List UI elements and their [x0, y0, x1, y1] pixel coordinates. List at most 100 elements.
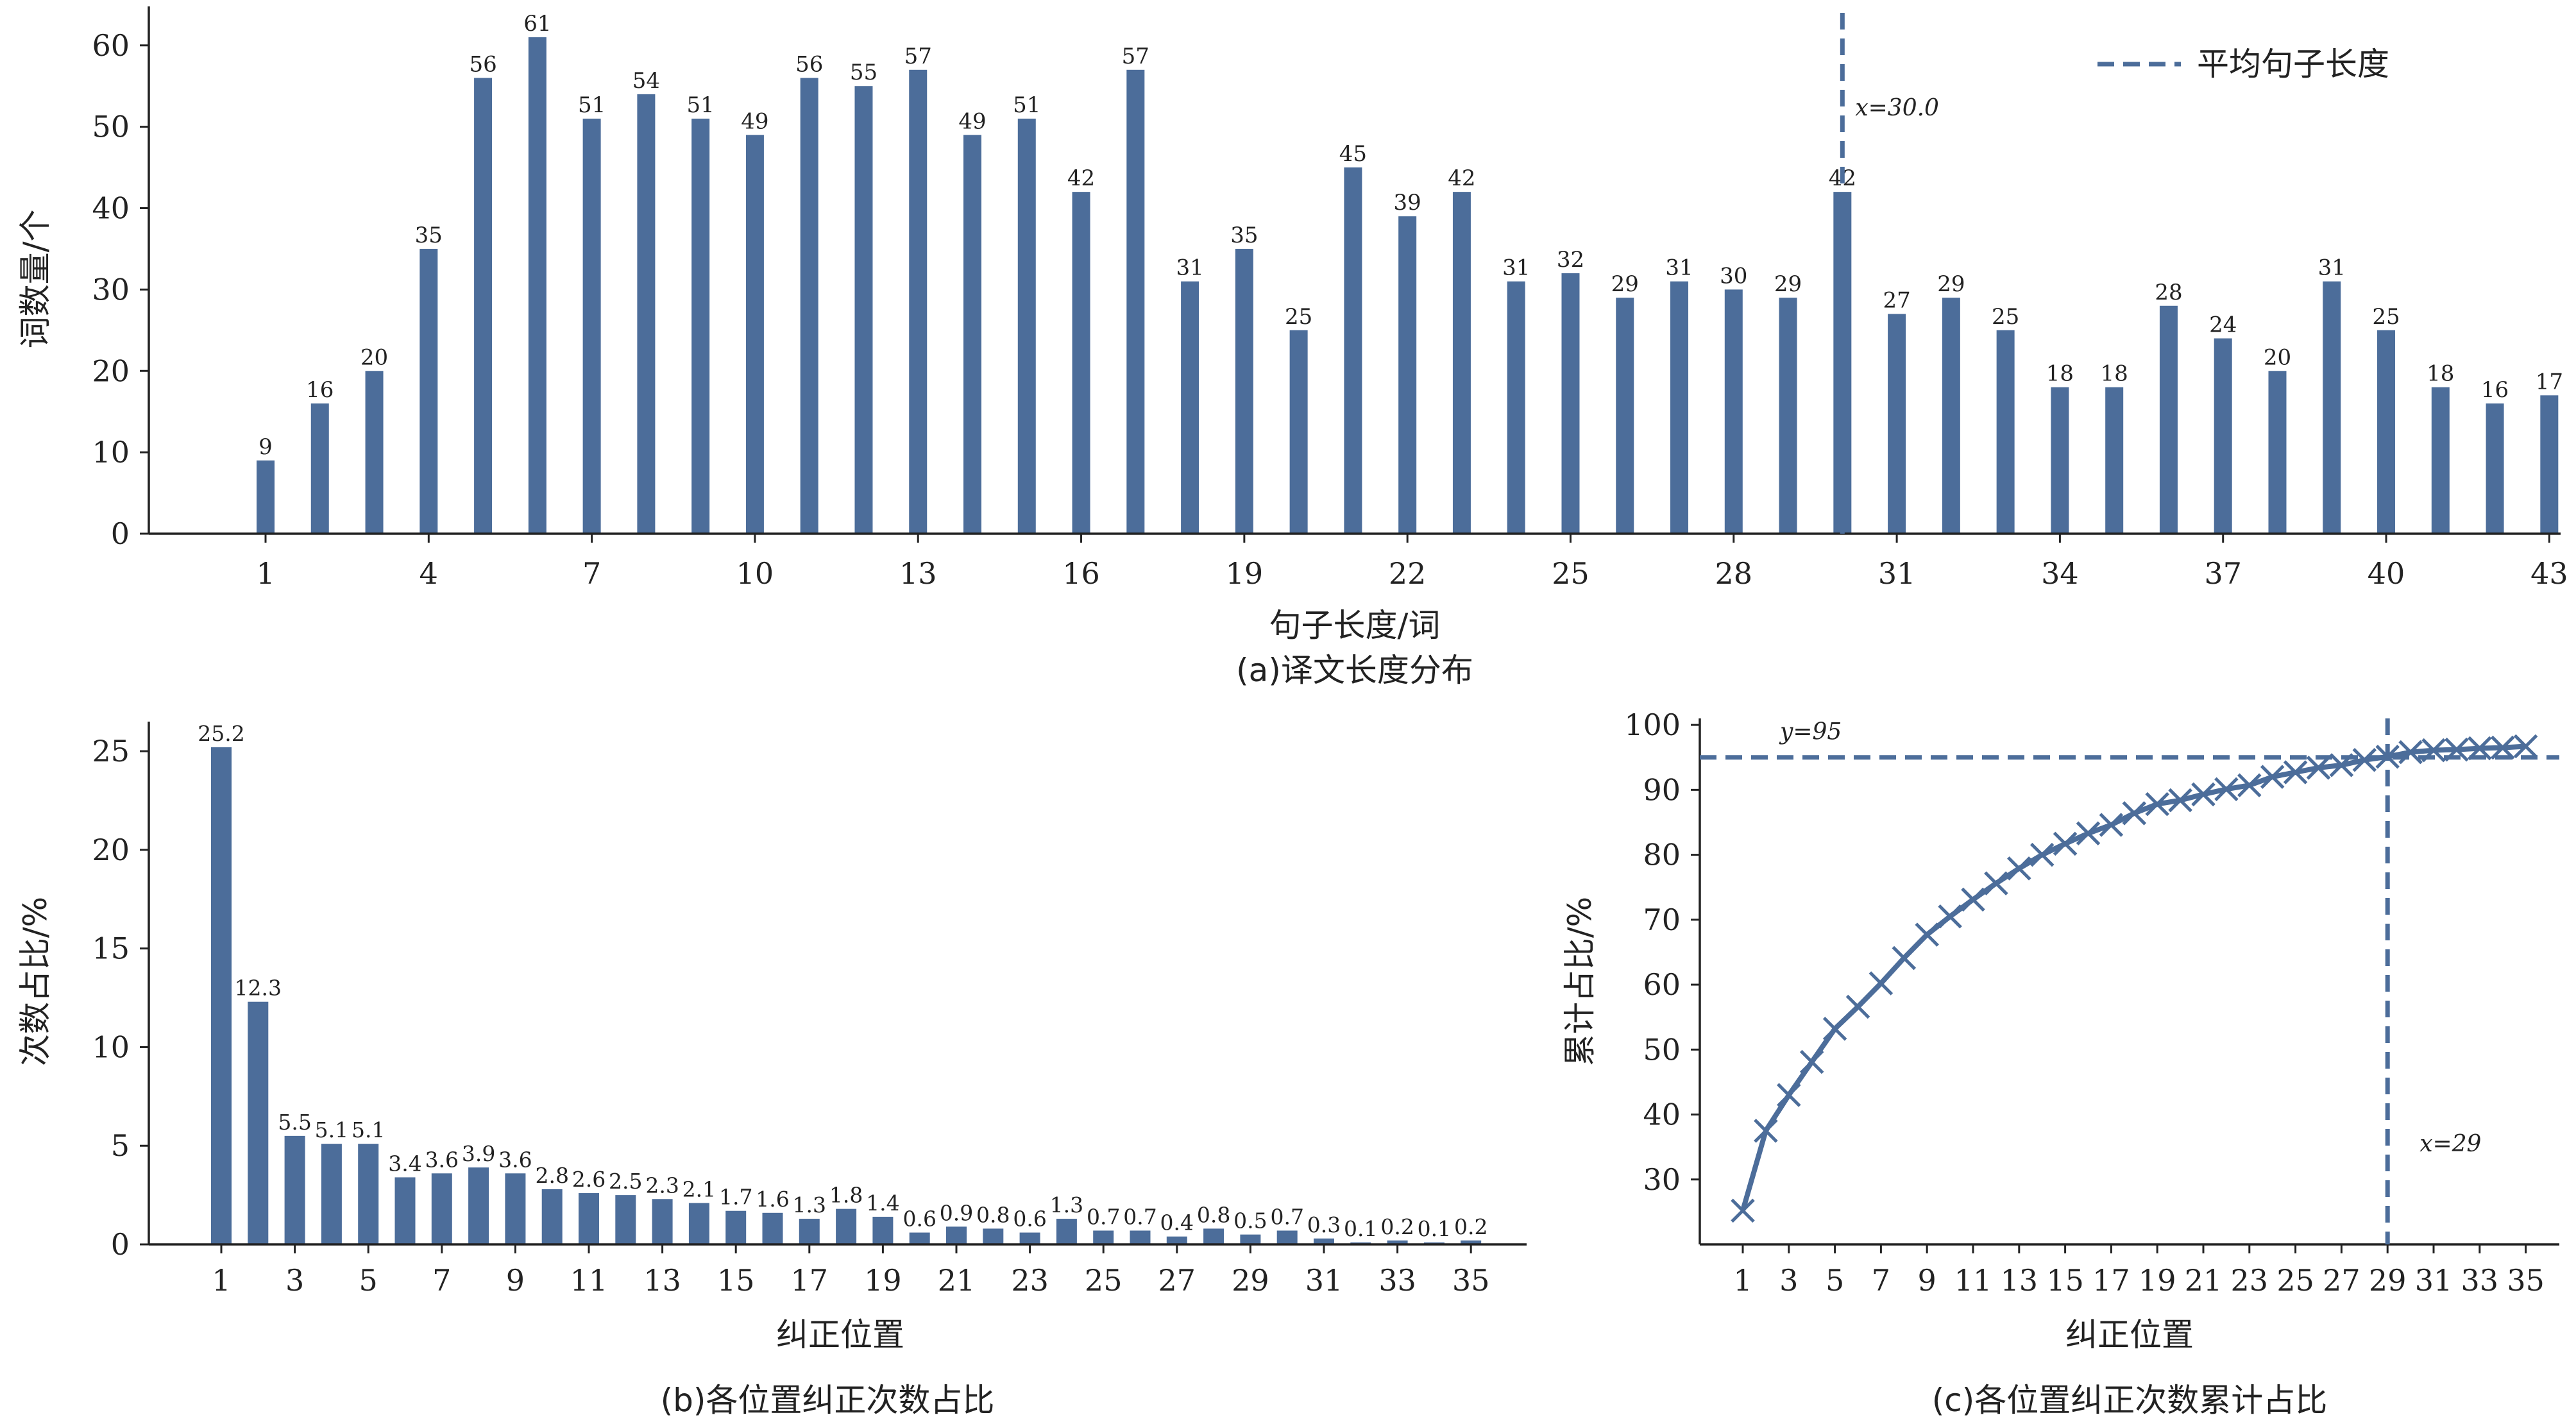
bar-label-b-27: 0.4: [1160, 1210, 1194, 1235]
bar-a-9: [691, 118, 710, 534]
bar-label-a-9: 51: [687, 92, 715, 118]
marker-c-19: [2145, 792, 2169, 817]
x-tick-label-c-17: 17: [2092, 1263, 2130, 1298]
marker-c-21: [2191, 782, 2216, 807]
panel-b-x-axis-title: 纠正位置: [776, 1316, 904, 1353]
panel-a-reference: x=30.0: [1840, 13, 1939, 534]
x-tick-label-c-35: 35: [2507, 1263, 2545, 1298]
bar-label-a-11: 56: [795, 52, 823, 78]
series-line-c: [1740, 743, 2526, 1212]
bar-label-b-16: 1.6: [756, 1187, 789, 1212]
y-tick-label-b-15: 15: [92, 931, 130, 966]
bar-a-18: [1181, 281, 1199, 534]
bar-b-35: [1461, 1240, 1482, 1244]
bar-label-a-1: 9: [258, 434, 273, 460]
y-tick-label-b-25: 25: [92, 734, 130, 768]
marker-c-8: [1892, 945, 1917, 971]
marker-c-31: [2421, 738, 2446, 763]
bar-label-b-3: 5.5: [278, 1110, 311, 1135]
bar-a-19: [1235, 248, 1253, 534]
panel-a-caption: (a)译文长度分布: [1236, 652, 1473, 689]
bar-label-a-26: 29: [1611, 271, 1639, 297]
bar-a-22: [1398, 216, 1417, 534]
panel-b-correction-position-share: 25.212.35.5 5.1 5.13.4 3.6 3.9 3.62.8 2.6 2.5 2.…: [17, 721, 1527, 1419]
panel-b-bars: [211, 747, 1482, 1244]
bar-label-b-1: 25.2: [198, 721, 244, 746]
panel-c-series: [1731, 734, 2538, 1223]
bar-label-a-37: 24: [2209, 312, 2237, 338]
marker-c-25: [2283, 760, 2308, 784]
bar-a-3: [365, 371, 384, 534]
bar-label-a-35: 18: [2101, 361, 2128, 387]
y-tick-label-c-70: 70: [1643, 903, 1681, 937]
bar-label-b-35: 0.2: [1454, 1214, 1487, 1239]
x-tick-label-b-1: 1: [212, 1263, 230, 1298]
bar-b-17: [799, 1219, 820, 1244]
bar-a-2: [310, 403, 329, 534]
y-tick-label-a-40: 40: [92, 191, 130, 226]
marker-c-26: [2306, 756, 2331, 780]
x-tick-label-a-43: 43: [2530, 556, 2568, 591]
bar-a-26: [1616, 298, 1634, 534]
x-tick-label-c-9: 9: [1918, 1263, 1936, 1298]
bar-label-a-2: 16: [306, 377, 334, 403]
marker-c-14: [2029, 842, 2055, 867]
x-tick-label-a-13: 13: [899, 556, 937, 591]
bar-label-a-28: 30: [1720, 263, 1747, 289]
y-tick-label-b-10: 10: [92, 1030, 130, 1064]
bar-b-33: [1387, 1240, 1408, 1244]
bar-a-39: [2323, 281, 2341, 534]
bar-a-23: [1452, 192, 1471, 534]
bar-b-19: [872, 1216, 894, 1244]
y-tick-label-a-20: 20: [92, 353, 130, 388]
bar-label-a-16: 42: [1067, 165, 1095, 191]
bar-b-10: [541, 1189, 563, 1244]
x-tick-label-c-25: 25: [2276, 1263, 2314, 1298]
marker-c-23: [2237, 773, 2262, 798]
bar-label-a-29: 29: [1774, 271, 1802, 297]
x-tick-label-b-9: 9: [506, 1263, 525, 1298]
bar-a-14: [963, 135, 982, 534]
x-tick-label-c-15: 15: [2046, 1263, 2084, 1298]
bar-label-a-24: 31: [1502, 255, 1530, 281]
bar-b-2: [248, 1001, 269, 1244]
bar-label-a-21: 45: [1339, 141, 1367, 167]
x-tick-label-b-29: 29: [1232, 1263, 1269, 1298]
bar-a-31: [1888, 314, 1906, 534]
x-tick-label-c-21: 21: [2185, 1263, 2223, 1298]
bar-label-b-6: 3.4: [388, 1151, 421, 1176]
marker-c-7: [1868, 971, 1894, 996]
bar-label-a-25: 32: [1557, 247, 1584, 273]
marker-c-22: [2214, 777, 2239, 802]
x-tick-label-a-10: 10: [736, 556, 774, 591]
x-tick-label-c-7: 7: [1872, 1263, 1890, 1298]
marker-c-13: [2007, 856, 2031, 881]
bar-label-a-19: 35: [1230, 223, 1258, 248]
bar-label-a-14: 49: [958, 108, 986, 134]
bar-a-25: [1561, 273, 1580, 534]
panel-c-x-axis-title: 纠正位置: [2065, 1316, 2194, 1353]
bar-label-a-20: 25: [1285, 304, 1312, 330]
marker-c-15: [2053, 831, 2078, 856]
reference-label-c-x: x=29: [2419, 1131, 2481, 1157]
marker-c-34: [2490, 735, 2515, 760]
bar-b-5: [358, 1144, 379, 1244]
bar-label-b-28: 0.8: [1197, 1202, 1230, 1227]
x-tick-label-b-5: 5: [359, 1263, 378, 1298]
bar-label-b-5: 5.1: [352, 1117, 385, 1142]
y-tick-label-c-40: 40: [1643, 1098, 1681, 1132]
bar-label-b-18: 1.8: [829, 1183, 863, 1208]
x-tick-label-a-1: 1: [256, 556, 275, 591]
bar-label-b-11: 2.6: [572, 1167, 606, 1192]
marker-c-1: [1731, 1198, 1755, 1223]
bar-label-a-13: 57: [904, 44, 932, 69]
x-tick-label-b-13: 13: [643, 1263, 681, 1298]
bar-a-43: [2540, 395, 2559, 534]
x-tick-label-a-4: 4: [419, 556, 438, 591]
y-tick-label-a-60: 60: [92, 28, 130, 63]
bar-a-7: [582, 118, 601, 534]
bar-b-6: [394, 1177, 416, 1244]
